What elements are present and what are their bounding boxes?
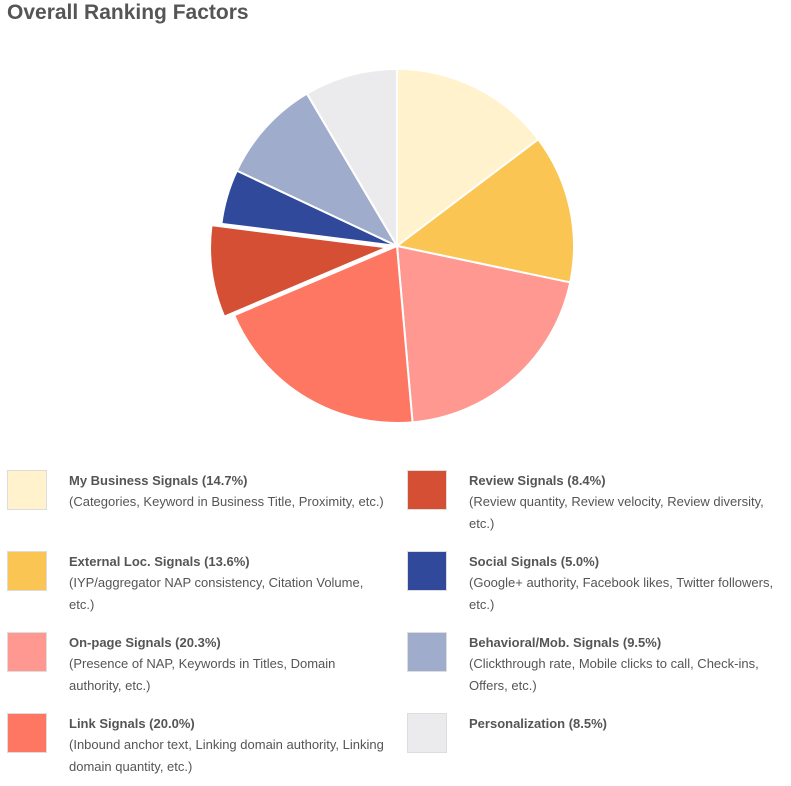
legend-description: (Categories, Keyword in Business Title, … [69,494,384,509]
legend-description: (IYP/aggregator NAP consistency, Citatio… [69,575,364,612]
legend-item-on-page: On-page Signals (20.3%) (Presence of NAP… [0,627,390,705]
legend-description: (Review quantity, Review velocity, Revie… [469,494,764,531]
legend-label: Personalization (8.5%) [469,716,607,731]
chart-title: Overall Ranking Factors [7,1,249,24]
legend-swatch [7,470,47,510]
legend-swatch [7,713,47,753]
legend-label: Review Signals (8.4%) [469,473,606,488]
legend-description: (Clickthrough rate, Mobile clicks to cal… [469,656,759,693]
pie-chart [209,68,575,424]
legend-label: External Loc. Signals (13.6%) [69,554,250,569]
pie-slice [235,92,398,247]
legend-description: (Inbound anchor text, Linking domain aut… [69,737,384,774]
legend-item-link: Link Signals (20.0%) (Inbound anchor tex… [0,708,390,786]
pie-slice [396,245,572,424]
legend-item-personalization: Personalization (8.5%) [400,708,790,786]
pie-slice [396,68,540,247]
legend-swatch [407,470,447,510]
pie-slice [305,68,398,247]
legend-label: Behavioral/Mob. Signals (9.5%) [469,635,662,650]
legend-item-review: Review Signals (8.4%) (Review quantity, … [400,465,790,543]
legend-label: My Business Signals (14.7%) [69,473,248,488]
legend-description: (Google+ authority, Facebook likes, Twit… [469,575,774,612]
legend-label: Link Signals (20.0%) [69,716,195,731]
legend-item-social: Social Signals (5.0%) (Google+ authority… [400,546,790,624]
legend-swatch [407,632,447,672]
pie-slice [233,245,414,424]
legend-item-external-loc: External Loc. Signals (13.6%) (IYP/aggre… [0,546,390,624]
legend-item-behavioral: Behavioral/Mob. Signals (9.5%) (Clickthr… [400,627,790,705]
legend-item-my-business: My Business Signals (14.7%) (Categories,… [0,465,390,543]
pie-slice [396,138,575,284]
legend-swatch [407,551,447,591]
legend-swatch [7,632,47,672]
legend-label: On-page Signals (20.3%) [69,635,221,650]
legend-swatch [407,713,447,753]
legend: My Business Signals (14.7%) (Categories,… [0,465,791,781]
legend-description: (Presence of NAP, Keywords in Titles, Do… [69,656,336,693]
pie-slice [209,224,389,318]
legend-swatch [7,551,47,591]
legend-label: Social Signals (5.0%) [469,554,600,569]
